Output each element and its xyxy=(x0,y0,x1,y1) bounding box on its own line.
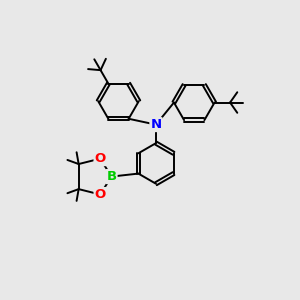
Text: O: O xyxy=(94,152,106,165)
Text: B: B xyxy=(106,170,117,183)
Text: O: O xyxy=(94,188,106,201)
Text: N: N xyxy=(150,118,161,131)
